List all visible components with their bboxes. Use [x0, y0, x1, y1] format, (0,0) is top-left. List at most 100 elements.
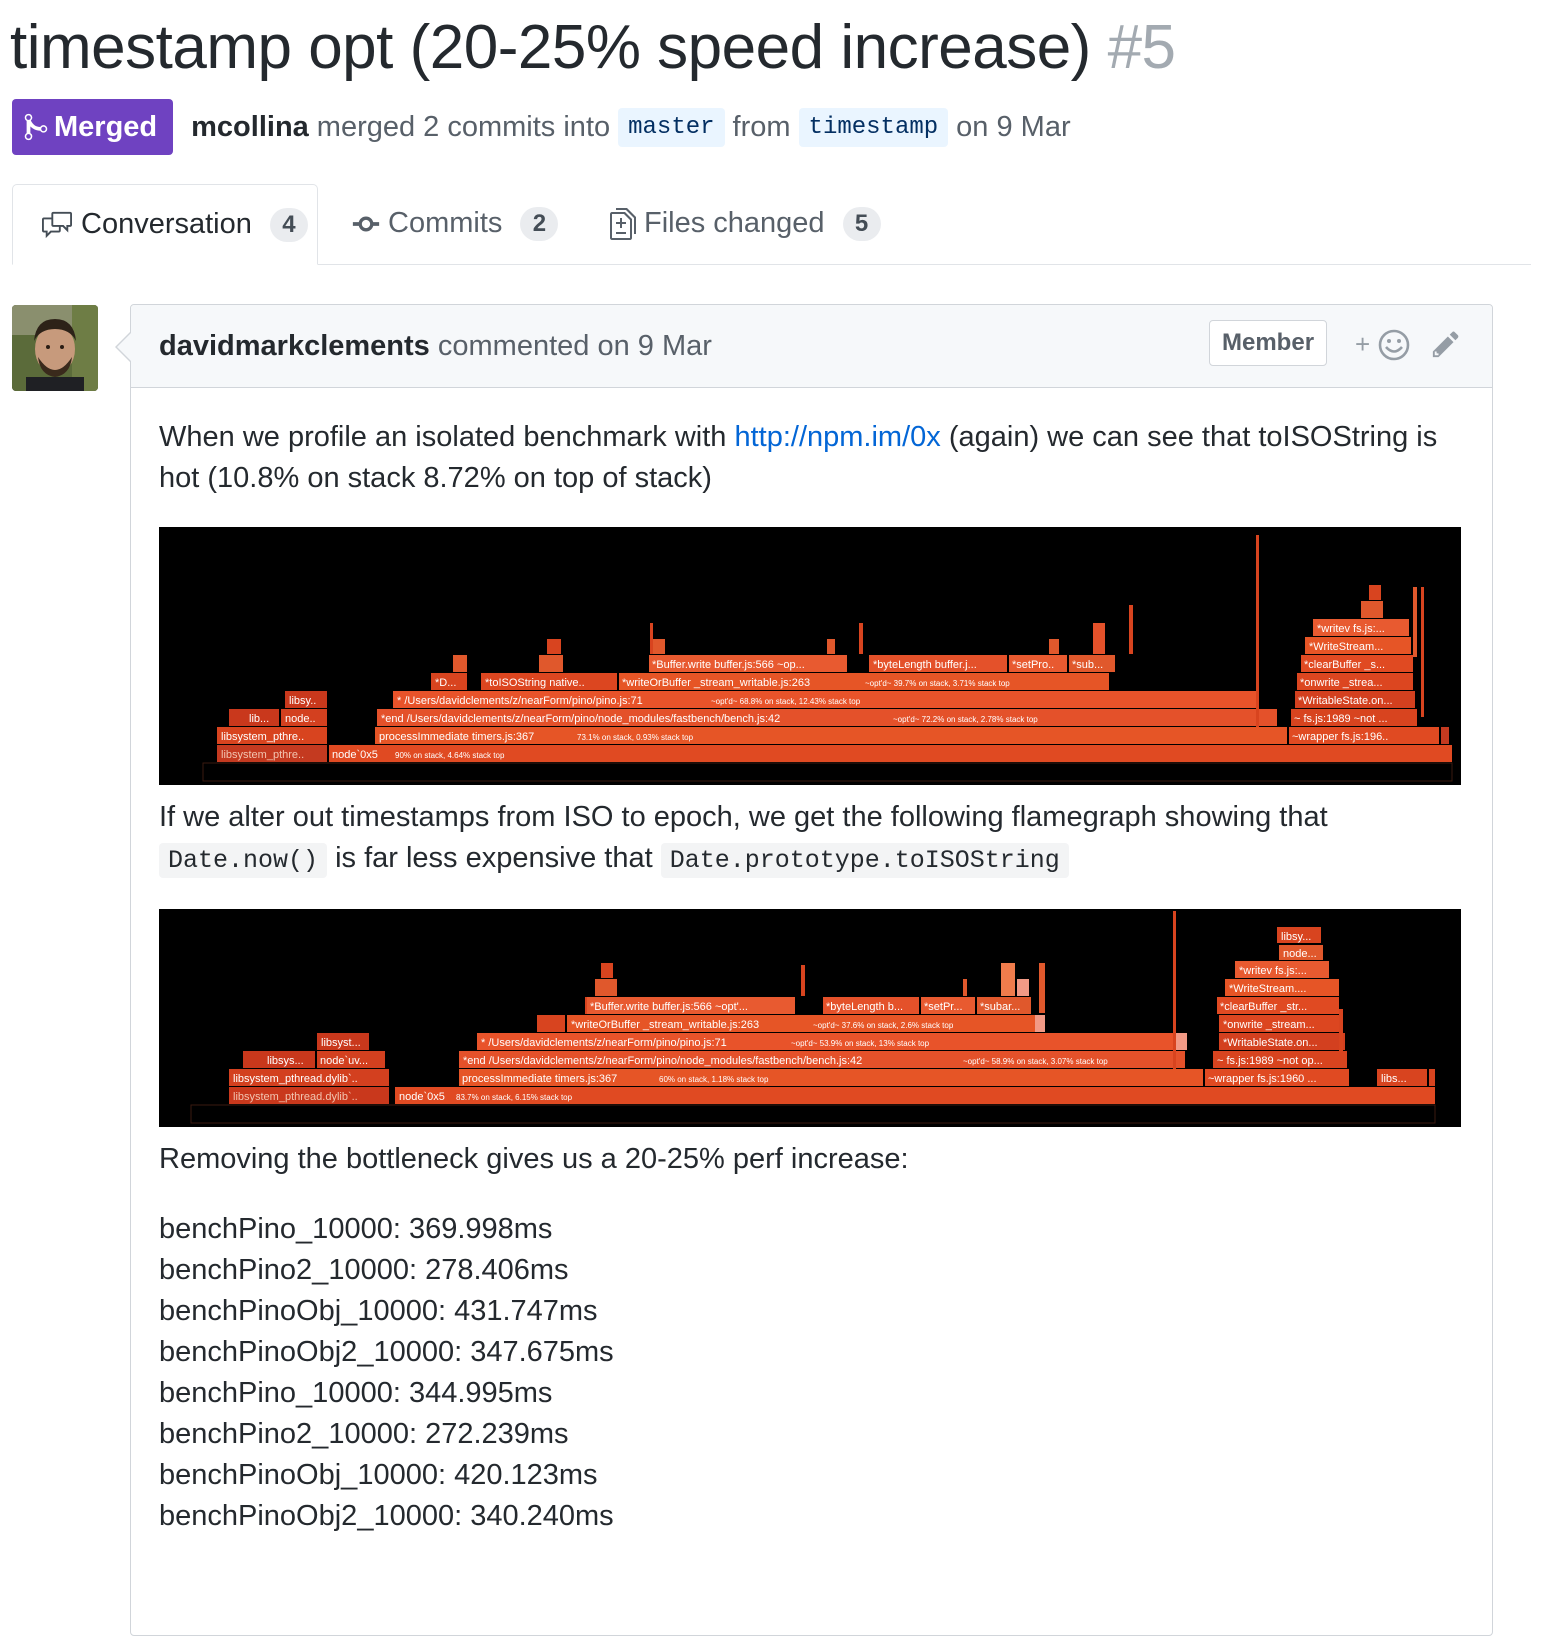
pr-tabs: Conversation 4 Commits 2 Files changed 5 — [12, 184, 1531, 265]
member-badge: Member — [1209, 320, 1328, 366]
code-date-now: Date.now() — [159, 843, 328, 878]
npm-0x-link[interactable]: http://npm.im/0x — [734, 421, 941, 453]
benchmark-line: benchPinoObj_10000: 420.123ms — [159, 1459, 598, 1491]
comment-author[interactable]: davidmarkclements — [159, 330, 430, 362]
fg2-clear-buffer: *clearBuffer _str... — [1220, 1001, 1307, 1013]
fg2-set-pr: *setPr... — [924, 1001, 963, 1013]
paragraph-2: If we alter out timestamps from ISO to e… — [159, 797, 1464, 881]
pr-meta: Merged mcollina merged 2 commits into ma… — [12, 99, 1079, 155]
comment-author-line: davidmarkclements commented on 9 Mar — [159, 305, 712, 387]
avatar-image — [12, 305, 98, 391]
fg2-writable-state: *WritableState.on... — [1223, 1037, 1318, 1049]
fg1-end: *end /Users/davidclements/z/nearForm/pin… — [381, 713, 780, 725]
tab-conversation-count: 4 — [269, 207, 308, 242]
git-commit-icon — [352, 216, 380, 231]
git-merge-icon — [24, 113, 48, 141]
p1-text-before: When we profile an isolated benchmark wi… — [159, 421, 735, 453]
comment-arrow-inner — [117, 333, 131, 361]
p2-text-mid: is far less expensive that — [327, 842, 661, 874]
tab-files-changed-label: Files changed — [644, 207, 825, 239]
fg1-pino: * /Users/davidclements/z/nearForm/pino/p… — [397, 695, 643, 707]
fg2-libsystem-b: libsystem_pthread.dylib`.. — [233, 1091, 358, 1103]
benchmark-line: benchPino_10000: 344.995ms — [159, 1377, 553, 1409]
fg1-node: node.. — [285, 713, 316, 725]
benchmark-line: benchPino_10000: 369.998ms — [159, 1213, 553, 1245]
avatar[interactable] — [12, 305, 98, 391]
tab-commits-count: 2 — [520, 206, 559, 241]
fg2-subar: *subar... — [980, 1001, 1020, 1013]
fg2-process-immediate-stat: 60% on stack, 1.18% stack top — [659, 1075, 769, 1084]
tab-commits-label: Commits — [388, 207, 503, 239]
fg2-process-immediate: processImmediate timers.js:367 — [462, 1073, 617, 1085]
paragraph-3: Removing the bottleneck gives us a 20-25… — [159, 1143, 909, 1175]
fg1-d: *D... — [435, 677, 456, 689]
fg2-node-0x5: node`0x5 — [399, 1091, 445, 1103]
merge-date: on 9 Mar — [956, 110, 1071, 143]
head-branch[interactable]: timestamp — [798, 107, 949, 147]
fg1-libsystem-b: libsystem_pthre.. — [221, 749, 304, 761]
fg2-write-or-buffer-stat: ~opt'd~ 37.6% on stack, 2.6% stack top — [813, 1021, 954, 1030]
fg2-node-0x5-stat: 83.7% on stack, 6.15% stack top — [456, 1093, 573, 1102]
paragraph-1: When we profile an isolated benchmark wi… — [159, 417, 1464, 499]
smiley-icon: + — [1355, 329, 1410, 361]
merged-badge: Merged — [12, 99, 174, 155]
fg2-libsy: libsy... — [1281, 931, 1311, 943]
fg1-libsy: libsy.. — [289, 695, 316, 707]
fg1-fs-1989: ~ fs.js:1989 ~not ... — [1294, 713, 1388, 725]
fg1-pino-stat: ~opt'd~ 68.8% on stack, 12.43% stack top — [711, 697, 861, 706]
fg2-libs: libs... — [1381, 1073, 1407, 1085]
tab-conversation-label: Conversation — [81, 208, 252, 240]
fg2-pino: * /Users/davidclements/z/nearForm/pino/p… — [481, 1037, 727, 1049]
tab-files-changed[interactable]: Files changed 5 — [610, 184, 881, 263]
fg2-libsystem-a: libsystem_pthread.dylib`.. — [233, 1073, 358, 1085]
fg1-lib: lib... — [249, 713, 269, 725]
merge-text: merged 2 commits into — [316, 110, 611, 143]
p1-text-after: (again) we can see that toISOString is h… — [159, 421, 1438, 494]
pr-title: timestamp opt (20-25% speed increase) #5 — [10, 8, 1176, 88]
edit-comment-button[interactable] — [1431, 329, 1461, 364]
fg2-node: node... — [1283, 948, 1317, 960]
fg1-libsystem-a: libsystem_pthre.. — [221, 731, 304, 743]
reaction-plus: + — [1355, 329, 1370, 359]
fg1-end-stat: ~opt'd~ 72.2% on stack, 2.78% stack top — [893, 715, 1038, 724]
fg1-byte-length: *byteLength buffer.j... — [873, 659, 977, 671]
base-branch[interactable]: master — [618, 107, 725, 147]
benchmark-line: benchPinoObj2_10000: 347.675ms — [159, 1336, 614, 1368]
fg1-writev: *writev fs.js:... — [1317, 623, 1385, 635]
fg1-write-or-buffer-stat: ~opt'd~ 39.7% on stack, 3.71% stack top — [865, 679, 1010, 688]
add-reaction-button[interactable]: + — [1355, 327, 1413, 368]
fg2-libsyst: libsyst... — [321, 1037, 361, 1049]
merged-label: Merged — [54, 110, 158, 143]
fg1-node-0x5: node`0x5 — [332, 749, 378, 761]
pr-number: #5 — [1107, 13, 1176, 82]
flamegraph-2[interactable]: libsystem_pthread.dylib`.. node`0x5 83.7… — [159, 909, 1461, 1127]
benchmark-results: benchPino_10000: 369.998ms benchPino2_10… — [159, 1209, 614, 1537]
fg2-write-or-buffer: *writeOrBuffer _stream_writable.js:263 — [571, 1019, 759, 1031]
fg1-node-0x5-stat: 90% on stack, 4.64% stack top — [395, 751, 505, 760]
pr-author-link[interactable]: mcollina — [191, 110, 309, 143]
fg1-wrapper: ~wrapper fs.js:196.. — [1292, 731, 1388, 743]
file-diff-icon — [610, 207, 636, 240]
fg2-byte-length: *byteLength b... — [826, 1001, 903, 1013]
flamegraph-1[interactable]: libsystem_pthre.. node`0x5 90% on stack,… — [159, 527, 1461, 785]
fg1-buffer-write: *Buffer.write buffer.js:566 ~op... — [652, 659, 805, 671]
p2-text-before: If we alter out timestamps from ISO to e… — [159, 801, 1328, 833]
pencil-icon — [1432, 331, 1459, 358]
fg2-pino-stat: ~opt'd~ 53.9% on stack, 13% stack top — [791, 1039, 930, 1048]
fg1-write-stream: *WriteStream... — [1309, 641, 1383, 653]
benchmark-line: benchPinoObj2_10000: 340.240ms — [159, 1500, 614, 1532]
fg1-write-or-buffer: *writeOrBuffer _stream_writable.js:263 — [622, 677, 810, 689]
tab-commits[interactable]: Commits 2 — [352, 184, 559, 263]
benchmark-line: benchPino2_10000: 278.406ms — [159, 1254, 569, 1286]
tab-conversation[interactable]: Conversation 4 — [12, 184, 318, 265]
fg1-set-pro: *setPro.. — [1012, 659, 1054, 671]
benchmark-line: benchPinoObj_10000: 431.747ms — [159, 1295, 598, 1327]
tab-files-changed-count: 5 — [842, 206, 881, 241]
comment-box: davidmarkclements commented on 9 Mar Mem… — [115, 304, 1493, 1636]
code-to-iso-string: Date.prototype.toISOString — [660, 843, 1069, 878]
fg2-buffer-write: *Buffer.write buffer.js:566 ~opt'... — [590, 1001, 748, 1013]
comment-action[interactable]: commented on 9 Mar — [437, 330, 712, 362]
fg2-node-uv: node`uv... — [320, 1055, 368, 1067]
fg2-write-stream: *WriteStream.... — [1229, 983, 1306, 995]
fg1-sub: *sub... — [1072, 659, 1103, 671]
